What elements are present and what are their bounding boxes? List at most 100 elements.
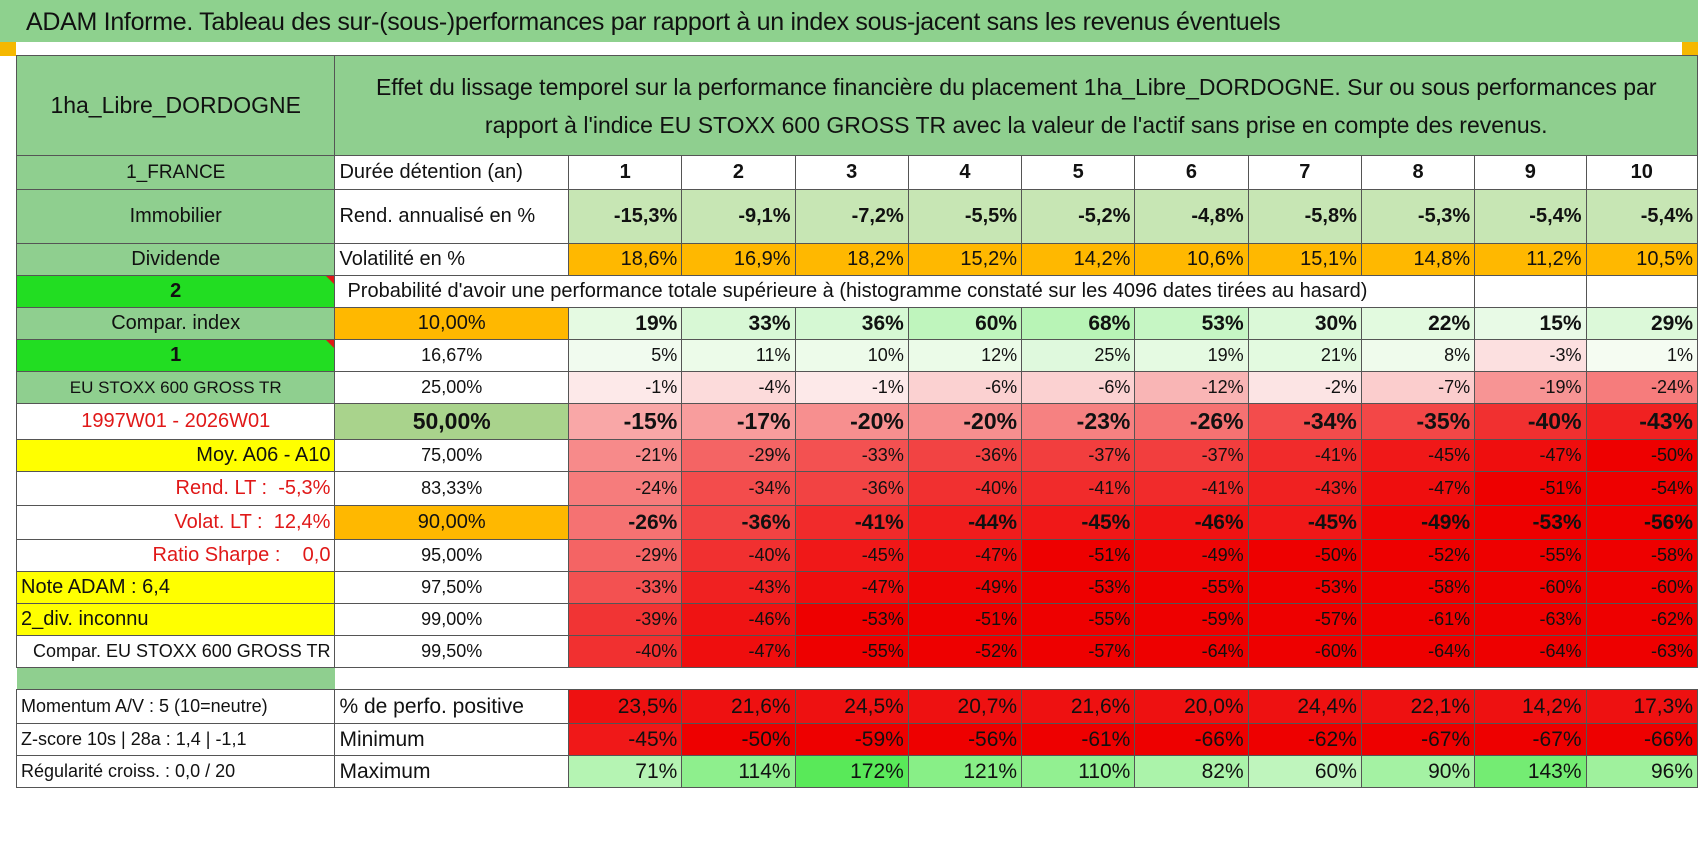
quantile-label: 99,50% bbox=[334, 635, 569, 668]
zscore-label: Z-score 10s | 28a : 1,4 | -1,1 bbox=[15, 723, 336, 756]
quantile-value: -58% bbox=[1585, 539, 1698, 572]
quantile-value: -53% bbox=[1247, 571, 1362, 604]
lt-stat: Ratio Sharpe : 0,0 bbox=[15, 539, 336, 572]
volatility-value: 14,2% bbox=[1021, 243, 1136, 276]
performance-table: 1ha_Libre_DORDOGNE Effet du lissage tempo… bbox=[15, 55, 1698, 788]
quantile-value: -45% bbox=[1247, 505, 1362, 540]
rendement-value: -5,2% bbox=[1021, 189, 1136, 244]
quantile-value: -35% bbox=[1360, 403, 1476, 440]
quantile-value: -41% bbox=[1021, 471, 1136, 506]
quantile-value: -54% bbox=[1585, 471, 1698, 506]
quantile-value: -50% bbox=[1247, 539, 1362, 572]
code-1: 1 bbox=[15, 339, 336, 372]
quantile-value: -41% bbox=[794, 505, 909, 540]
quantile-label: 16,67% bbox=[334, 339, 569, 372]
lt-stat: Volat. LT : 12,4% bbox=[15, 505, 336, 540]
quantile-value: 30% bbox=[1247, 307, 1362, 340]
quantile-value: 21% bbox=[1247, 339, 1362, 372]
quantile-value: 5% bbox=[567, 339, 683, 372]
quantile-value: -36% bbox=[794, 471, 909, 506]
quantile-value: -36% bbox=[907, 439, 1023, 472]
quantile-value: -40% bbox=[907, 471, 1023, 506]
quantile-value: -1% bbox=[794, 371, 909, 404]
positive-value: 22,1% bbox=[1360, 689, 1476, 724]
maximum-value: 121% bbox=[907, 755, 1023, 788]
volatility-value: 15,2% bbox=[907, 243, 1023, 276]
quantile-value: -55% bbox=[1474, 539, 1587, 572]
quantile-value: -47% bbox=[681, 635, 796, 668]
quantile-value: -49% bbox=[907, 571, 1023, 604]
maximum-value: 143% bbox=[1474, 755, 1587, 788]
duration-header: 7 bbox=[1247, 155, 1362, 190]
compar-index-label: Compar. index bbox=[15, 307, 336, 340]
quantile-value: 33% bbox=[681, 307, 796, 340]
quantile-value: -55% bbox=[1134, 571, 1249, 604]
quantile-value: -19% bbox=[1474, 371, 1587, 404]
maximum-value: 71% bbox=[567, 755, 683, 788]
quantile-value: -52% bbox=[1360, 539, 1476, 572]
volat-lt-value: 12,4% bbox=[273, 511, 331, 533]
asset-name: 1ha_Libre_DORDOGNE bbox=[15, 55, 336, 156]
positive-value: 14,2% bbox=[1474, 689, 1587, 724]
quantile-value: 11% bbox=[681, 339, 796, 372]
duration-header: 5 bbox=[1021, 155, 1136, 190]
rend-lt-label: Rend. LT : bbox=[175, 477, 268, 499]
rendement-value: -5,8% bbox=[1247, 189, 1362, 244]
quantile-value: -6% bbox=[907, 371, 1023, 404]
quantile-value: -63% bbox=[1474, 603, 1587, 636]
quantile-value: -60% bbox=[1585, 571, 1698, 604]
quantile-label: 95,00% bbox=[334, 539, 569, 572]
momentum-label: Momentum A/V : 5 (10=neutre) bbox=[15, 689, 336, 724]
quantile-value: -45% bbox=[1360, 439, 1476, 472]
quantile-label: 25,00% bbox=[334, 371, 569, 404]
minimum-value: -62% bbox=[1247, 723, 1362, 756]
quantile-value: -51% bbox=[1021, 539, 1136, 572]
quantile-value: -53% bbox=[1021, 571, 1136, 604]
average-label: Moy. A06 - A10 bbox=[15, 439, 336, 472]
quantile-value: -2% bbox=[1247, 371, 1362, 404]
comparison-label: Compar. EU STOXX 600 GROSS TR bbox=[15, 635, 336, 668]
quantile-value: 68% bbox=[1021, 307, 1136, 340]
rendement-value: -5,5% bbox=[907, 189, 1023, 244]
quantile-value: 12% bbox=[907, 339, 1023, 372]
quantile-value: -64% bbox=[1360, 635, 1476, 668]
quantile-value: -23% bbox=[1021, 403, 1136, 440]
duration-header: 2 bbox=[681, 155, 796, 190]
rendement-value: -5,4% bbox=[1474, 189, 1587, 244]
quantile-value: 22% bbox=[1360, 307, 1476, 340]
rendement-value: -5,3% bbox=[1360, 189, 1476, 244]
quantile-value: -45% bbox=[794, 539, 909, 572]
volatility-value: 15,1% bbox=[1247, 243, 1362, 276]
positive-value: 20,7% bbox=[907, 689, 1023, 724]
regularity-label: Régularité croiss. : 0,0 / 20 bbox=[15, 755, 336, 788]
volatility-value: 10,5% bbox=[1585, 243, 1698, 276]
rendement-value: -5,4% bbox=[1585, 189, 1698, 244]
empty-cell bbox=[1474, 275, 1587, 308]
quantile-value: -64% bbox=[1474, 635, 1587, 668]
minimum-value: -66% bbox=[1585, 723, 1698, 756]
probability-title: Probabilité d'avoir une performance tota… bbox=[334, 275, 1476, 308]
quantile-value: -40% bbox=[1474, 403, 1587, 440]
rendement-label: Rend. annualisé en % bbox=[334, 189, 569, 244]
quantile-value: -57% bbox=[1247, 603, 1362, 636]
quantile-value: -58% bbox=[1360, 571, 1476, 604]
maximum-value: 110% bbox=[1021, 755, 1136, 788]
lt-stat: Rend. LT : -5,3% bbox=[15, 471, 336, 506]
minimum-value: -67% bbox=[1474, 723, 1587, 756]
rendement-value: -15,3% bbox=[567, 189, 683, 244]
maximum-label: Maximum bbox=[334, 755, 569, 788]
quantile-value: -46% bbox=[681, 603, 796, 636]
quantile-value: -47% bbox=[907, 539, 1023, 572]
volatility-value: 16,9% bbox=[681, 243, 796, 276]
quantile-value: -1% bbox=[567, 371, 683, 404]
quantile-value: 60% bbox=[907, 307, 1023, 340]
positive-value: 24,5% bbox=[794, 689, 909, 724]
code-2: 2 bbox=[15, 275, 336, 308]
frame-corner-right bbox=[1682, 42, 1698, 56]
quantile-label: 83,33% bbox=[334, 471, 569, 506]
quantile-value: -61% bbox=[1360, 603, 1476, 636]
quantile-value: -51% bbox=[907, 603, 1023, 636]
adam-note: Note ADAM : 6,4 bbox=[15, 571, 336, 604]
quantile-value: -34% bbox=[1247, 403, 1362, 440]
quantile-value: 19% bbox=[567, 307, 683, 340]
